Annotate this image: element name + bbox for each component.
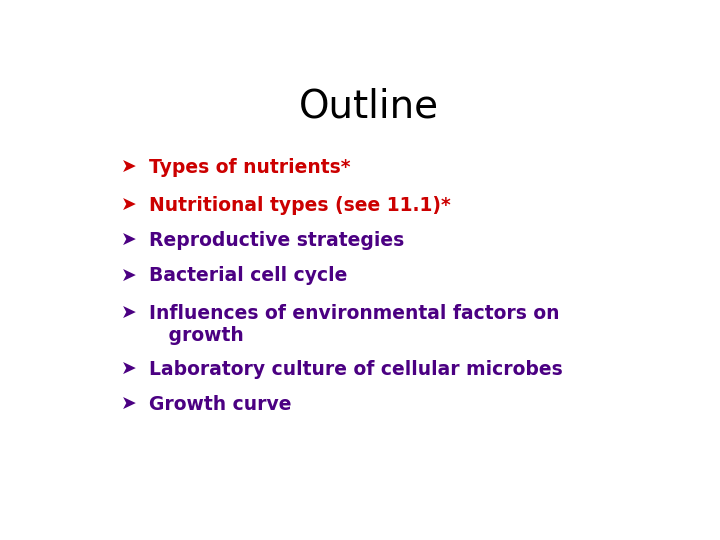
- Text: Influences of environmental factors on
   growth: Influences of environmental factors on g…: [148, 304, 559, 345]
- Text: Growth curve: Growth curve: [148, 395, 291, 414]
- Text: ➤: ➤: [121, 231, 137, 250]
- Text: Outline: Outline: [299, 87, 439, 126]
- Text: Types of nutrients*: Types of nutrients*: [148, 158, 350, 177]
- Text: ➤: ➤: [121, 158, 137, 177]
- Text: ➤: ➤: [121, 395, 137, 414]
- Text: ➤: ➤: [121, 266, 137, 286]
- Text: Reproductive strategies: Reproductive strategies: [148, 231, 404, 250]
- Text: ➤: ➤: [121, 304, 137, 323]
- Text: Nutritional types (see 11.1)*: Nutritional types (see 11.1)*: [148, 196, 450, 215]
- Text: ➤: ➤: [121, 360, 137, 379]
- Text: ➤: ➤: [121, 196, 137, 215]
- Text: Bacterial cell cycle: Bacterial cell cycle: [148, 266, 347, 286]
- Text: Laboratory culture of cellular microbes: Laboratory culture of cellular microbes: [148, 360, 562, 379]
